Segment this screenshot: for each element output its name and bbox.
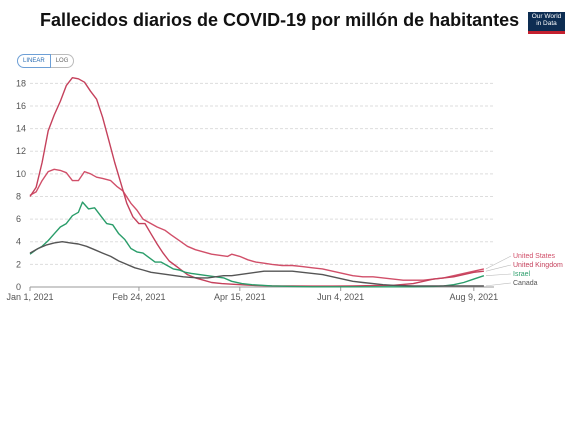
series-line-united-states: [29, 168, 485, 281]
x-tick-label: Jun 4, 2021: [317, 292, 364, 302]
series-lines: [29, 77, 485, 288]
y-tick-label: 16: [16, 101, 26, 111]
x-axis-ticks: Jan 1, 2021 Feb 24, 2021 Apr 15, 2021 Jun 4…: [6, 287, 498, 302]
legend-connector: [485, 264, 512, 272]
y-tick-label: 8: [16, 191, 21, 201]
y-tick-label: 0: [16, 282, 21, 292]
y-tick-label: 10: [16, 169, 26, 179]
y-tick-label: 6: [16, 214, 21, 224]
grid-lines: [30, 82, 494, 288]
linear-scale-button[interactable]: LINEAR: [17, 54, 51, 68]
x-tick-label: Aug 9, 2021: [450, 292, 499, 302]
legend-connector: [485, 273, 512, 276]
y-tick-label: 14: [16, 124, 26, 134]
owid-logo: Our World in Data: [528, 12, 565, 34]
legend-connector: [485, 255, 512, 270]
series-line-canada: [29, 241, 484, 287]
y-tick-label: 18: [16, 78, 26, 88]
legend: United States United Kingdom Israel Canada: [485, 253, 563, 287]
scale-toggle: LINEAR LOG: [17, 54, 75, 68]
x-tick-label: Feb 24, 2021: [112, 292, 165, 302]
legend-label-united-states: United States: [513, 253, 556, 260]
logo-line-2: in Data: [536, 20, 557, 27]
logo-line-1: Our World: [531, 13, 562, 20]
y-axis-ticks: 0 2 4 6 8 10 12 14 16 18: [16, 78, 26, 292]
log-scale-button[interactable]: LOG: [50, 54, 75, 68]
x-tick-label: Apr 15, 2021: [214, 292, 266, 302]
legend-label-israel: Israel: [513, 271, 531, 278]
chart-title: Fallecidos diarios de COVID-19 por milló…: [40, 10, 520, 30]
series-line-israel: [29, 201, 485, 288]
x-tick-label: Jan 1, 2021: [6, 292, 53, 302]
legend-label-canada: Canada: [513, 280, 538, 287]
series-line-united-kingdom: [29, 77, 484, 287]
legend-label-united-kingdom: United Kingdom: [513, 262, 563, 269]
legend-connector: [485, 282, 512, 287]
y-tick-label: 12: [16, 146, 26, 156]
y-tick-label: 4: [16, 237, 21, 247]
y-tick-label: 2: [16, 259, 21, 269]
